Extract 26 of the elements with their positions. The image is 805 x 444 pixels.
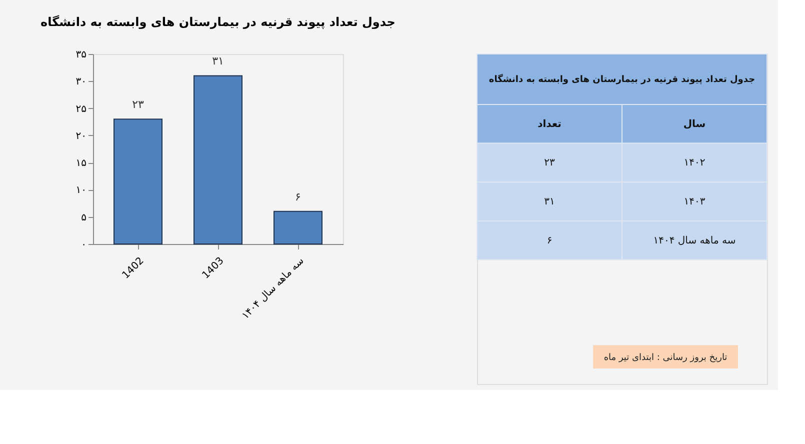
y-tick-label: ۰ [81,240,86,250]
y-tick-label: ۱۰ [76,185,86,196]
category-label: سه ماهه سال ۱۴۰۴ [653,235,736,246]
data-label: ۳۱ [212,54,224,68]
x-tick-label: سه ماهه سال ۱۴۰۴ [240,256,306,322]
y-tick-label: ۲۰ [76,130,86,142]
y-tick-label: ۳۵ [76,50,86,60]
text: تاریخ بروز رسانی : ابتدای تیر ماه [604,352,728,363]
bar [194,75,242,244]
text: جدول تعداد پیوند قرنیه در بیمارستان های وابسته به دانشگاه [488,73,756,86]
y-tick-label: ۵ [81,212,86,224]
chart-title: جدول تعداد پیوند قرنیه در بیمارستان های وابسته به دانشگاه [40,15,396,29]
text: سال [683,118,706,130]
data-label: ۲۳ [132,98,144,112]
data-label: ۶ [295,190,301,204]
text: ۳۱ [544,196,555,208]
y-tick-label: ۲۵ [76,104,86,115]
category-label: ۱۴۰۳ [684,196,706,208]
text: ۲۳ [544,158,555,169]
bar [274,210,322,244]
text: ۶ [546,235,552,246]
y-tick-label: ۱۵ [76,158,86,170]
y-tick-label: ۳۰ [76,76,86,88]
text: تعداد [538,118,562,130]
bar [114,118,162,244]
category-label: ۱۴۰۲ [684,158,706,169]
